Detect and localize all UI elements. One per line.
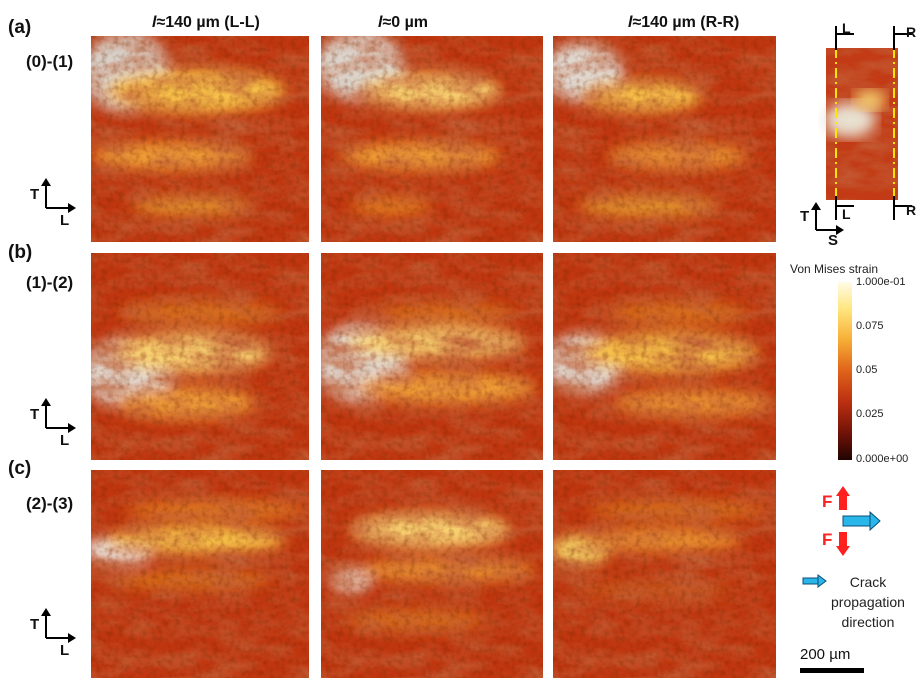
colorbar-tick-0025: 0.025 — [856, 408, 884, 420]
axis-indicator-c: T L — [30, 608, 90, 659]
column-title-center: l≈0 µm — [378, 14, 429, 31]
axis-t-label: T — [30, 406, 40, 423]
step-label-1-2: (1)-(2) — [26, 273, 74, 292]
colorbar — [838, 282, 852, 460]
strain-map-b-right — [553, 253, 776, 460]
axis-l-label: L — [60, 642, 70, 659]
inset-r-top: R — [906, 24, 917, 40]
force-diagram: F F — [810, 484, 890, 564]
specimen-inset: L R L R T S — [798, 20, 922, 252]
colorbar-tick-min: 0.000e+00 — [856, 453, 909, 465]
colorbar-tick-005: 0.05 — [856, 364, 878, 376]
strain-map-c-right — [553, 470, 776, 678]
strain-map-a-right — [553, 36, 776, 242]
crack-arrow-icon — [802, 574, 828, 588]
strain-map-b-left — [91, 253, 309, 460]
strain-map-a-left — [91, 36, 309, 242]
scale-bar-label: 200 µm — [800, 646, 851, 663]
step-label-0-1: (0)-(1) — [26, 52, 74, 71]
step-label-2-3: (2)-(3) — [26, 494, 74, 513]
panel-label-b: (b) — [8, 242, 33, 263]
specimen-inset-graphic — [811, 26, 912, 235]
force-label-bottom: F — [822, 530, 833, 549]
axis-indicator-a: T L — [30, 178, 90, 229]
strain-map-b-center — [321, 253, 543, 460]
inset-r-bottom: R — [906, 202, 917, 218]
force-label-top: F — [822, 492, 833, 511]
scale-bar — [800, 668, 864, 673]
axis-t-label: T — [30, 186, 40, 203]
inset-l-bottom: L — [842, 206, 851, 222]
inset-l-top: L — [842, 20, 851, 36]
colorbar-tick-max: 1.000e-01 — [856, 276, 906, 288]
inset-t-label: T — [800, 208, 810, 225]
crack-legend-text: Crack propagation direction — [831, 574, 905, 630]
colorbar-title: Von Mises strain — [790, 262, 879, 276]
column-title-left: l≈140 µm (L-L) — [152, 14, 260, 31]
strain-map-c-left — [91, 470, 309, 678]
axis-indicator-b: T L — [30, 398, 90, 449]
inset-s-label: S — [828, 232, 839, 249]
colorbar-tick-0075: 0.075 — [856, 320, 884, 332]
column-title-right: l≈140 µm (R-R) — [628, 14, 740, 31]
strain-map-a-center — [321, 36, 543, 242]
axis-l-label: L — [60, 212, 70, 229]
panel-label-c: (c) — [8, 458, 32, 479]
axis-l-label: L — [60, 432, 70, 449]
axis-t-label: T — [30, 616, 40, 633]
strain-map-c-center — [321, 470, 543, 678]
panel-label-a: (a) — [8, 17, 32, 38]
